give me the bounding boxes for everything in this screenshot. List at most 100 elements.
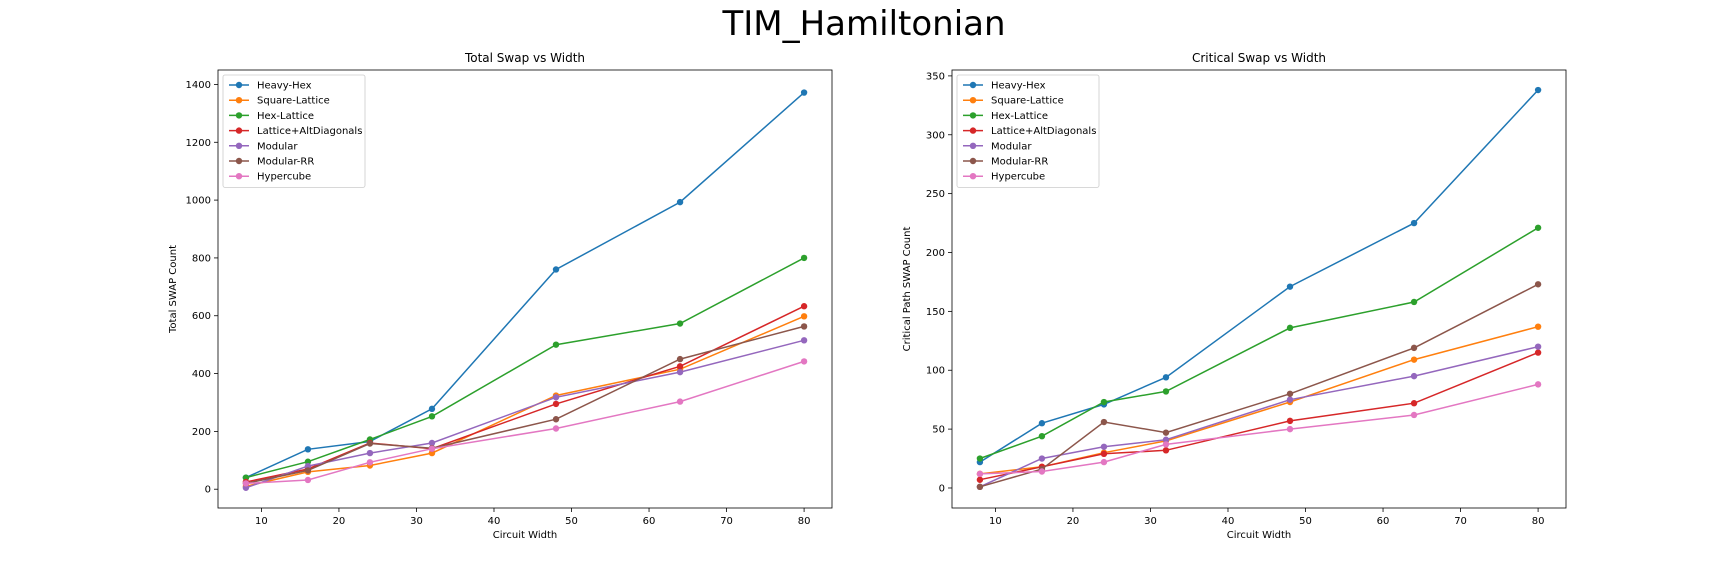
legend-box [956,74,1100,188]
legend-marker [969,81,977,89]
x-tick-label: 10 [255,516,268,527]
data-point [304,476,312,484]
chart-2: Critical Swap vs Width 10 20 30 40 50 60 70 80 0 5… [902,51,1567,541]
data-point [1534,224,1542,231]
data-point [800,337,808,344]
legend-label: Hypercube [257,172,311,183]
data-point [1038,420,1046,427]
data-point [1534,381,1542,388]
legend: Heavy-Hex Square-Lattice Hex-Lattice Lattic… [956,74,1100,188]
y-tick-label: 1200 [186,138,211,149]
plot-frame [217,69,833,509]
data-point [1410,344,1418,352]
legend-label: Square-Lattice [257,96,330,107]
y-tick-label: 0 [205,485,211,496]
data-point [1410,219,1418,227]
data-point [1162,388,1170,395]
data-point [1100,398,1108,406]
legend-marker [969,173,977,180]
data-point [1286,417,1294,425]
data-point [1286,396,1294,403]
series-line-3 [979,227,1539,460]
data-point [1162,441,1170,448]
data-point [800,254,808,262]
data-point [428,445,436,452]
legend-label: Modular [991,141,1032,152]
x-axis-label: Circuit Width [493,530,557,541]
data-point [552,394,560,401]
y-tick-label: 200 [192,427,211,438]
legend-marker [235,157,243,165]
x-tick-label: 40 [488,516,501,527]
y-tick-label: 250 [926,189,945,200]
data-point [1038,455,1046,462]
legend-marker [969,127,977,134]
series-line-7 [979,383,1539,475]
legend-marker [235,112,243,119]
y-axis-label: Total SWAP Count [168,245,179,334]
x-tick-label: 50 [1299,516,1312,527]
y-tick-label: 800 [192,253,211,264]
x-tick-label: 30 [410,516,423,527]
series-line-6 [979,283,1539,488]
x-tick-label: 60 [1377,516,1390,527]
y-tick-label: 400 [192,369,211,380]
y-axis-label: Critical Path SWAP Count [902,227,913,352]
legend-label: Modular [257,141,298,152]
legend-label: Square-Lattice [991,96,1064,107]
series-line-3 [245,257,805,479]
data-point [1162,447,1170,454]
legend-marker [969,97,977,104]
data-point [1410,411,1418,419]
data-point [1100,450,1108,458]
data-point [1534,343,1542,350]
data-point [976,455,984,462]
series-line-4 [245,305,805,483]
chart-title: Critical Swap vs Width [1192,51,1326,65]
x-tick-label: 70 [1454,516,1467,527]
legend-box [222,74,366,188]
x-axis-label: Circuit Width [1227,530,1291,541]
data-point [1534,86,1542,94]
data-point [976,483,984,491]
data-point [1534,323,1542,330]
data-point [552,341,560,348]
data-point [1286,324,1294,332]
data-point [976,470,984,478]
data-point [552,425,560,432]
data-point [366,459,374,466]
data-point [1286,425,1294,433]
data-point [428,405,436,413]
data-point [1038,432,1046,440]
y-tick-label: 300 [926,130,945,141]
chart-title: Total Swap vs Width [464,51,585,65]
x-tick-label: 80 [798,516,811,527]
data-point [552,400,560,408]
data-point [800,358,808,365]
data-point [676,363,684,370]
data-point [1286,390,1294,397]
data-point [1038,468,1046,475]
legend-marker [235,127,243,134]
legend-label: Lattice+AltDiagonals [991,126,1096,137]
legend-marker [235,173,243,180]
data-point [1162,429,1170,436]
legend-label: Heavy-Hex [991,81,1046,92]
legend-marker [235,142,243,149]
x-tick-label: 40 [1222,516,1235,527]
x-tick-label: 70 [720,516,733,527]
plot-frame [951,69,1567,509]
data-point [676,198,684,206]
data-point [1410,400,1418,407]
data-point [1410,372,1418,380]
x-tick-label: 20 [1067,516,1080,527]
data-point [428,439,436,447]
x-tick-label: 80 [1532,516,1545,527]
data-point [800,89,808,96]
legend-label: Lattice+AltDiagonals [257,126,362,137]
x-tick-label: 50 [565,516,578,527]
x-tick-label: 10 [989,516,1002,527]
data-point [428,413,436,420]
